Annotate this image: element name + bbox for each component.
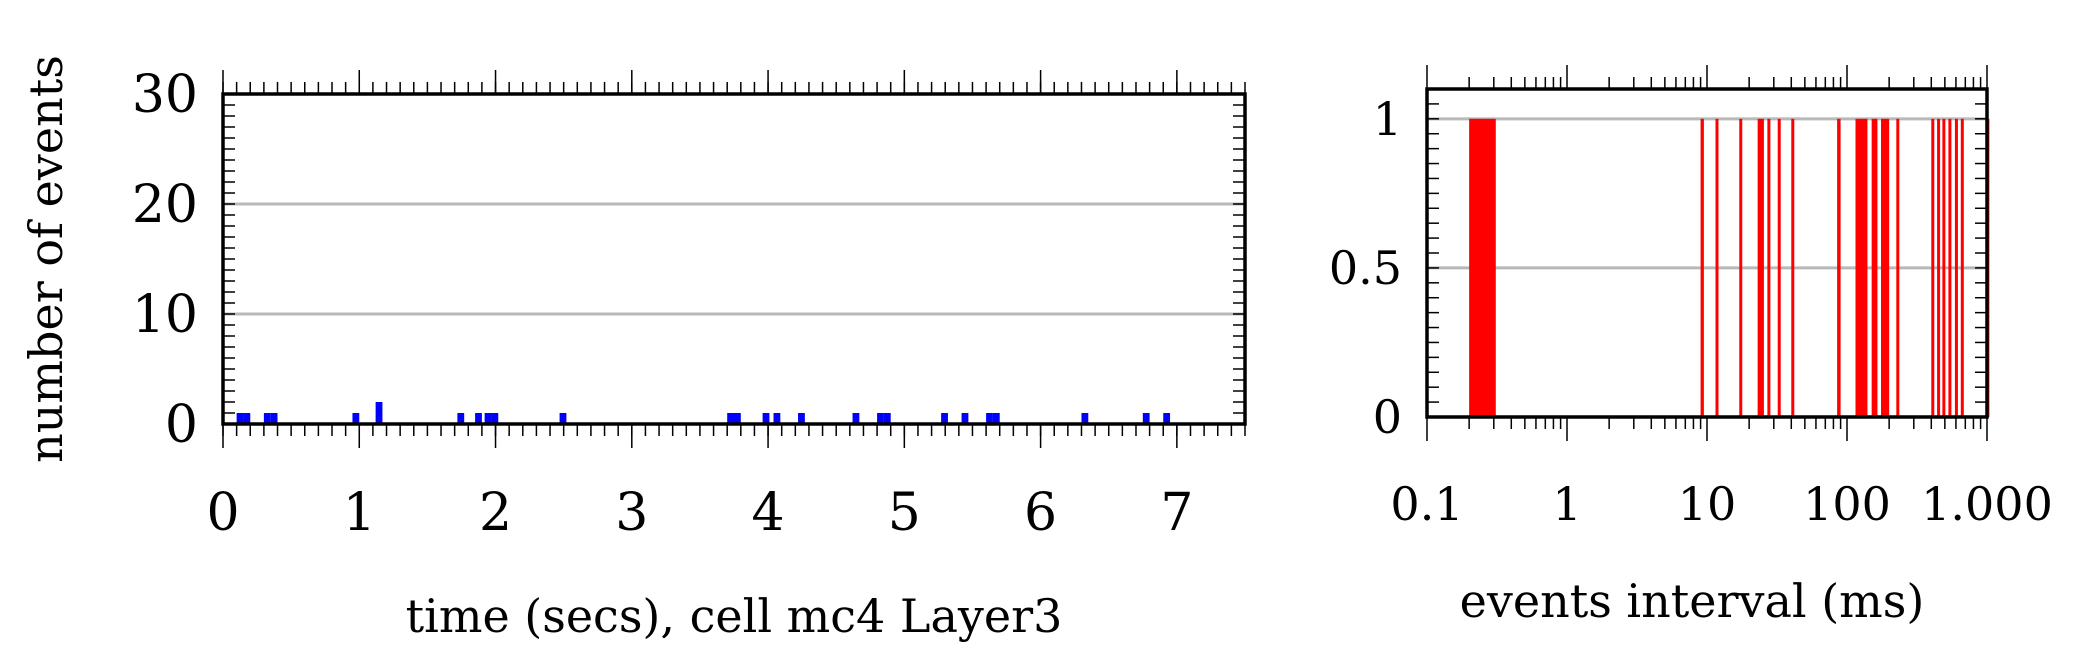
right-minor-ticks — [1426, 65, 1988, 441]
time-histogram-chart: 0 1 2 3 4 5 6 7 0 10 20 30 time (secs), cell mc4 La… — [19, 55, 1247, 643]
bar — [1942, 118, 1946, 418]
bar — [352, 413, 360, 424]
y-tick-label: 0 — [165, 395, 198, 455]
x-tick-label: 1 — [343, 483, 376, 543]
bar — [992, 413, 1000, 424]
bar — [263, 413, 271, 424]
bar — [1937, 118, 1941, 418]
bar — [986, 413, 993, 424]
x-tick-label: 10 — [1678, 477, 1737, 531]
bar — [734, 413, 741, 424]
x-tick-label: 7 — [1160, 483, 1193, 543]
bar — [852, 413, 860, 424]
y-tick-label: 20 — [132, 175, 198, 235]
x-tick-label: 0.1 — [1390, 477, 1463, 531]
left-bars — [236, 402, 1171, 424]
bar — [1700, 118, 1704, 418]
bar — [457, 413, 465, 424]
bar — [484, 413, 492, 424]
right-plot-frame — [1425, 87, 1989, 419]
x-tick-label: 3 — [615, 483, 648, 543]
bar — [1896, 118, 1900, 418]
y-tick-label: 30 — [132, 65, 198, 125]
bar — [1767, 118, 1771, 418]
bar — [1081, 413, 1089, 424]
interval-histogram-chart: 0.1 1 10 100 1.000 0 0.5 1 events interval (ms) — [1329, 65, 2053, 628]
bar — [1469, 118, 1496, 418]
x-tick-label: 5 — [888, 483, 921, 543]
bar — [475, 413, 482, 424]
bar — [883, 413, 891, 424]
bar — [375, 402, 383, 424]
bar — [243, 413, 251, 424]
bar — [941, 413, 948, 424]
bar — [762, 413, 770, 424]
y-tick-label: 1 — [1373, 92, 1402, 146]
x-tick-label: 100 — [1803, 477, 1891, 531]
bar — [491, 413, 499, 424]
bar — [1948, 118, 1952, 418]
bar — [1777, 118, 1781, 418]
left-tick-labels: 0 1 2 3 4 5 6 7 0 10 20 30 — [132, 65, 1194, 543]
bar — [1931, 118, 1935, 418]
bar — [877, 413, 884, 424]
bar — [1739, 118, 1743, 418]
left-minor-ticks — [222, 70, 1246, 448]
x-tick-label: 4 — [752, 483, 785, 543]
bar — [236, 413, 244, 424]
x-tick-label: 0 — [206, 483, 239, 543]
bar — [1142, 413, 1150, 424]
bar — [1881, 118, 1890, 418]
bar — [1757, 118, 1764, 418]
bar — [559, 413, 567, 424]
bar — [961, 413, 969, 424]
x-tick-label: 6 — [1024, 483, 1057, 543]
x-tick-label: 1 — [1552, 477, 1581, 531]
y-tick-label: 10 — [132, 285, 198, 345]
bar — [773, 413, 781, 424]
bar — [1954, 118, 1958, 418]
bar — [1715, 118, 1719, 418]
left-x-axis-title: time (secs), cell mc4 Layer3 — [406, 589, 1063, 643]
left-y-axis-title: number of events — [19, 55, 73, 463]
bar — [727, 413, 734, 424]
x-tick-label: 1.000 — [1921, 477, 2053, 531]
right-gridlines — [1427, 117, 1987, 270]
bar — [1960, 118, 1964, 418]
bar — [1855, 118, 1868, 418]
y-tick-label: 0.5 — [1329, 241, 1402, 295]
bar — [1871, 118, 1878, 418]
y-tick-label: 0 — [1373, 390, 1402, 444]
right-x-axis-title: events interval (ms) — [1460, 574, 1925, 628]
bar — [270, 413, 278, 424]
x-tick-label: 2 — [479, 483, 512, 543]
bar — [1837, 118, 1841, 418]
bar — [1163, 413, 1171, 424]
left-plot-frame — [221, 92, 1247, 426]
left-gridlines — [223, 202, 1245, 316]
right-tick-labels: 0.1 1 10 100 1.000 0 0.5 1 — [1329, 92, 2053, 531]
bar — [1791, 118, 1795, 418]
bar — [798, 413, 805, 424]
